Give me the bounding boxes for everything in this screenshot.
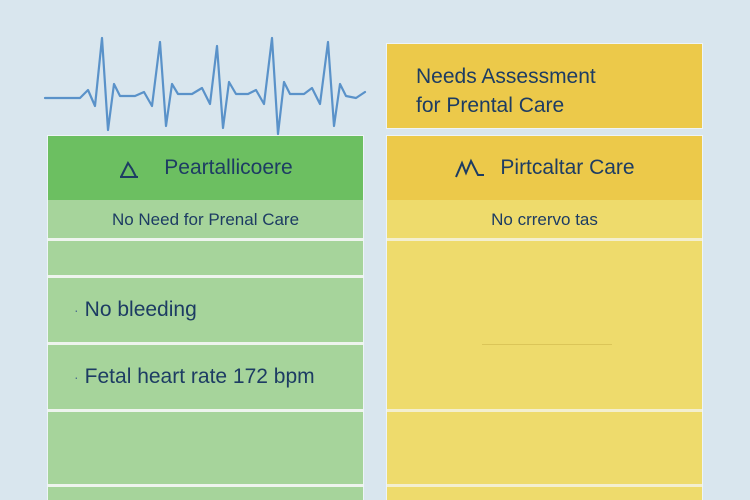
list-item-empty [387,241,702,411]
right-panel-header-label: Pirtcaltar Care [500,156,635,179]
divider [48,275,363,278]
list-item-empty [48,412,363,484]
list-item: · Fetal heart rate 172 bpm [48,345,363,409]
right-panel-subheader-label: No crrervo tas [491,210,598,229]
left-panel-subheader-label: No Need for Prenal Care [111,210,300,229]
bullet-icon: · [74,302,79,318]
list-item-label: No bleeding [84,298,197,321]
left-panel-header-label: Peartallicoere [164,156,293,179]
divider [48,238,363,241]
divider [48,409,363,412]
left-panel: Peartallicoere No Need for Prenal Care ·… [48,136,363,500]
list-item-empty [387,412,702,484]
divider [387,484,702,487]
faint-divider [482,344,612,345]
list-item-empty [48,241,363,277]
list-item-empty [387,487,702,500]
divider [387,409,702,412]
assessment-title-line2: for Prental Care [416,94,565,117]
divider [387,238,702,241]
heartbeat-line-icon [43,36,367,136]
assessment-banner: Needs Assessment for Prental Care [387,44,702,128]
right-panel: Pirtcaltar Care No crrervo tas [387,136,702,500]
left-panel-subheader: No Need for Prenal Care [48,200,363,240]
bullet-icon: · [74,369,79,385]
double-peak-icon [455,158,485,178]
left-panel-header: Peartallicoere [48,136,363,200]
divider [48,342,363,345]
list-item: · No bleeding [48,278,363,342]
mountain-peak-icon [120,161,139,178]
list-item-empty [48,487,363,500]
list-item-label: Fetal heart rate 172 bpm [84,365,315,388]
divider [48,484,363,487]
right-panel-subheader: No crrervo tas [387,200,702,240]
assessment-title-line1: Needs Assessment [416,65,596,88]
right-panel-header: Pirtcaltar Care [387,136,702,200]
